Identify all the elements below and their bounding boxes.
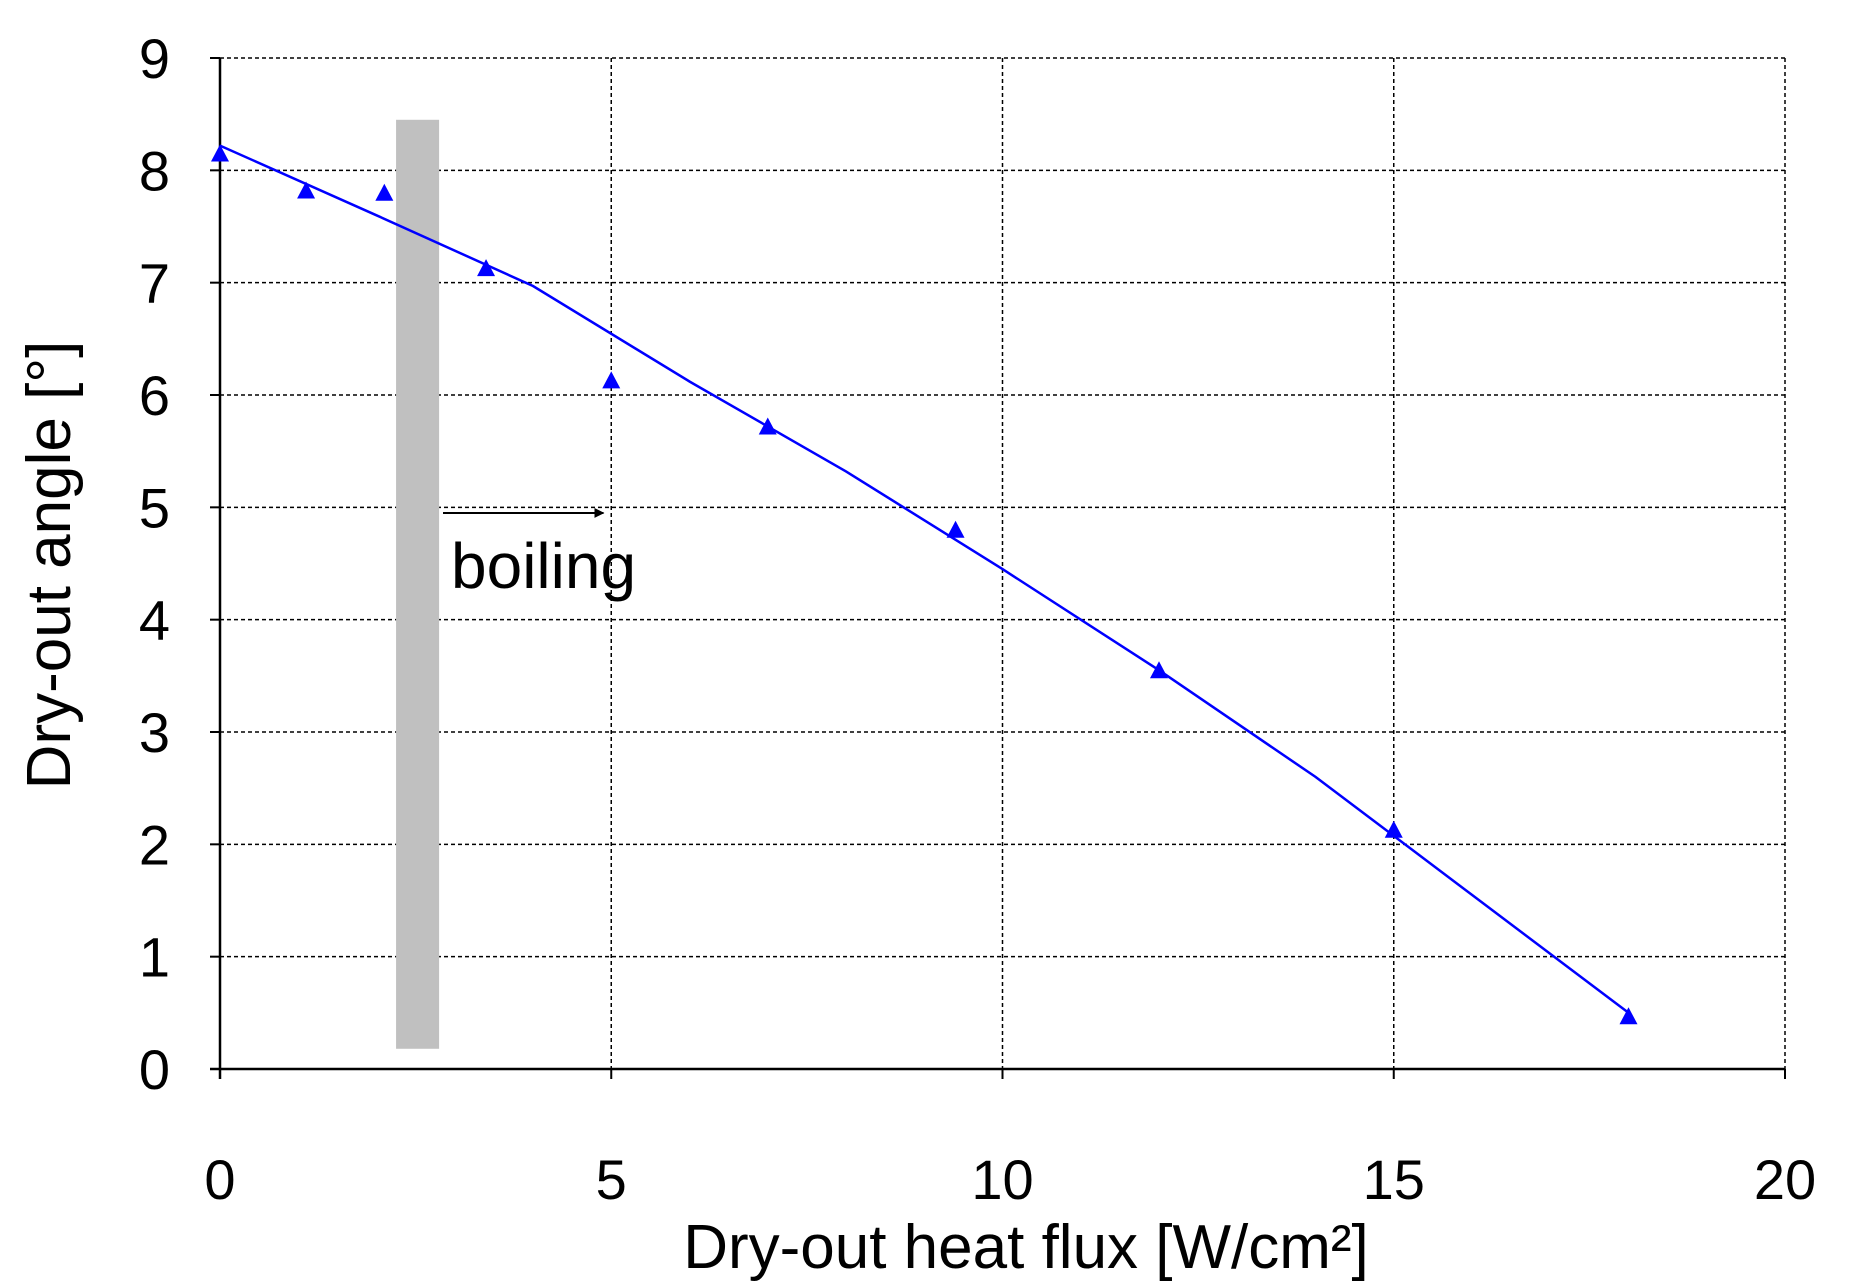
x-axis-title: Dry-out heat flux [W/cm²] bbox=[683, 1213, 1369, 1282]
x-tick-label: 15 bbox=[1363, 1148, 1425, 1211]
y-tick-label: 6 bbox=[139, 364, 170, 427]
annotation-layer: boiling bbox=[443, 507, 636, 602]
shaded-band-layer bbox=[396, 119, 440, 1049]
data-point bbox=[211, 144, 229, 162]
x-tick-label: 5 bbox=[596, 1148, 627, 1211]
y-tick-label: 2 bbox=[139, 813, 170, 876]
y-tick-label: 1 bbox=[139, 926, 170, 989]
y-tick-label: 0 bbox=[139, 1038, 170, 1101]
data-point bbox=[1150, 661, 1168, 679]
x-tick-label: 0 bbox=[204, 1148, 235, 1211]
data-point bbox=[297, 181, 316, 199]
boiling-label: boiling bbox=[451, 530, 636, 602]
x-tick-label: 10 bbox=[971, 1148, 1033, 1211]
data-point bbox=[1384, 820, 1403, 838]
data-points bbox=[211, 144, 1638, 1025]
y-tick-label: 9 bbox=[139, 27, 170, 90]
axes bbox=[210, 57, 1786, 1079]
y-tick-label: 8 bbox=[139, 139, 170, 202]
y-tick-label: 4 bbox=[139, 589, 170, 652]
shaded-band bbox=[396, 119, 440, 1049]
y-tick-label: 5 bbox=[139, 476, 170, 539]
tick-labels: 0 1 2 3 4 5 6 7 8 9 0 5 10 15 20 bbox=[139, 27, 1816, 1211]
data-point bbox=[602, 371, 621, 389]
x-tick-label: 20 bbox=[1754, 1148, 1816, 1211]
y-tick-label: 3 bbox=[139, 701, 170, 764]
data-point bbox=[375, 183, 394, 201]
y-tick-label: 7 bbox=[139, 252, 170, 315]
y-axis-title: Dry-out angle [°] bbox=[15, 341, 84, 790]
grid bbox=[219, 57, 1786, 1070]
data-point bbox=[946, 520, 965, 538]
data-point bbox=[477, 259, 496, 277]
data-point bbox=[758, 417, 777, 435]
data-point bbox=[1619, 1007, 1638, 1025]
